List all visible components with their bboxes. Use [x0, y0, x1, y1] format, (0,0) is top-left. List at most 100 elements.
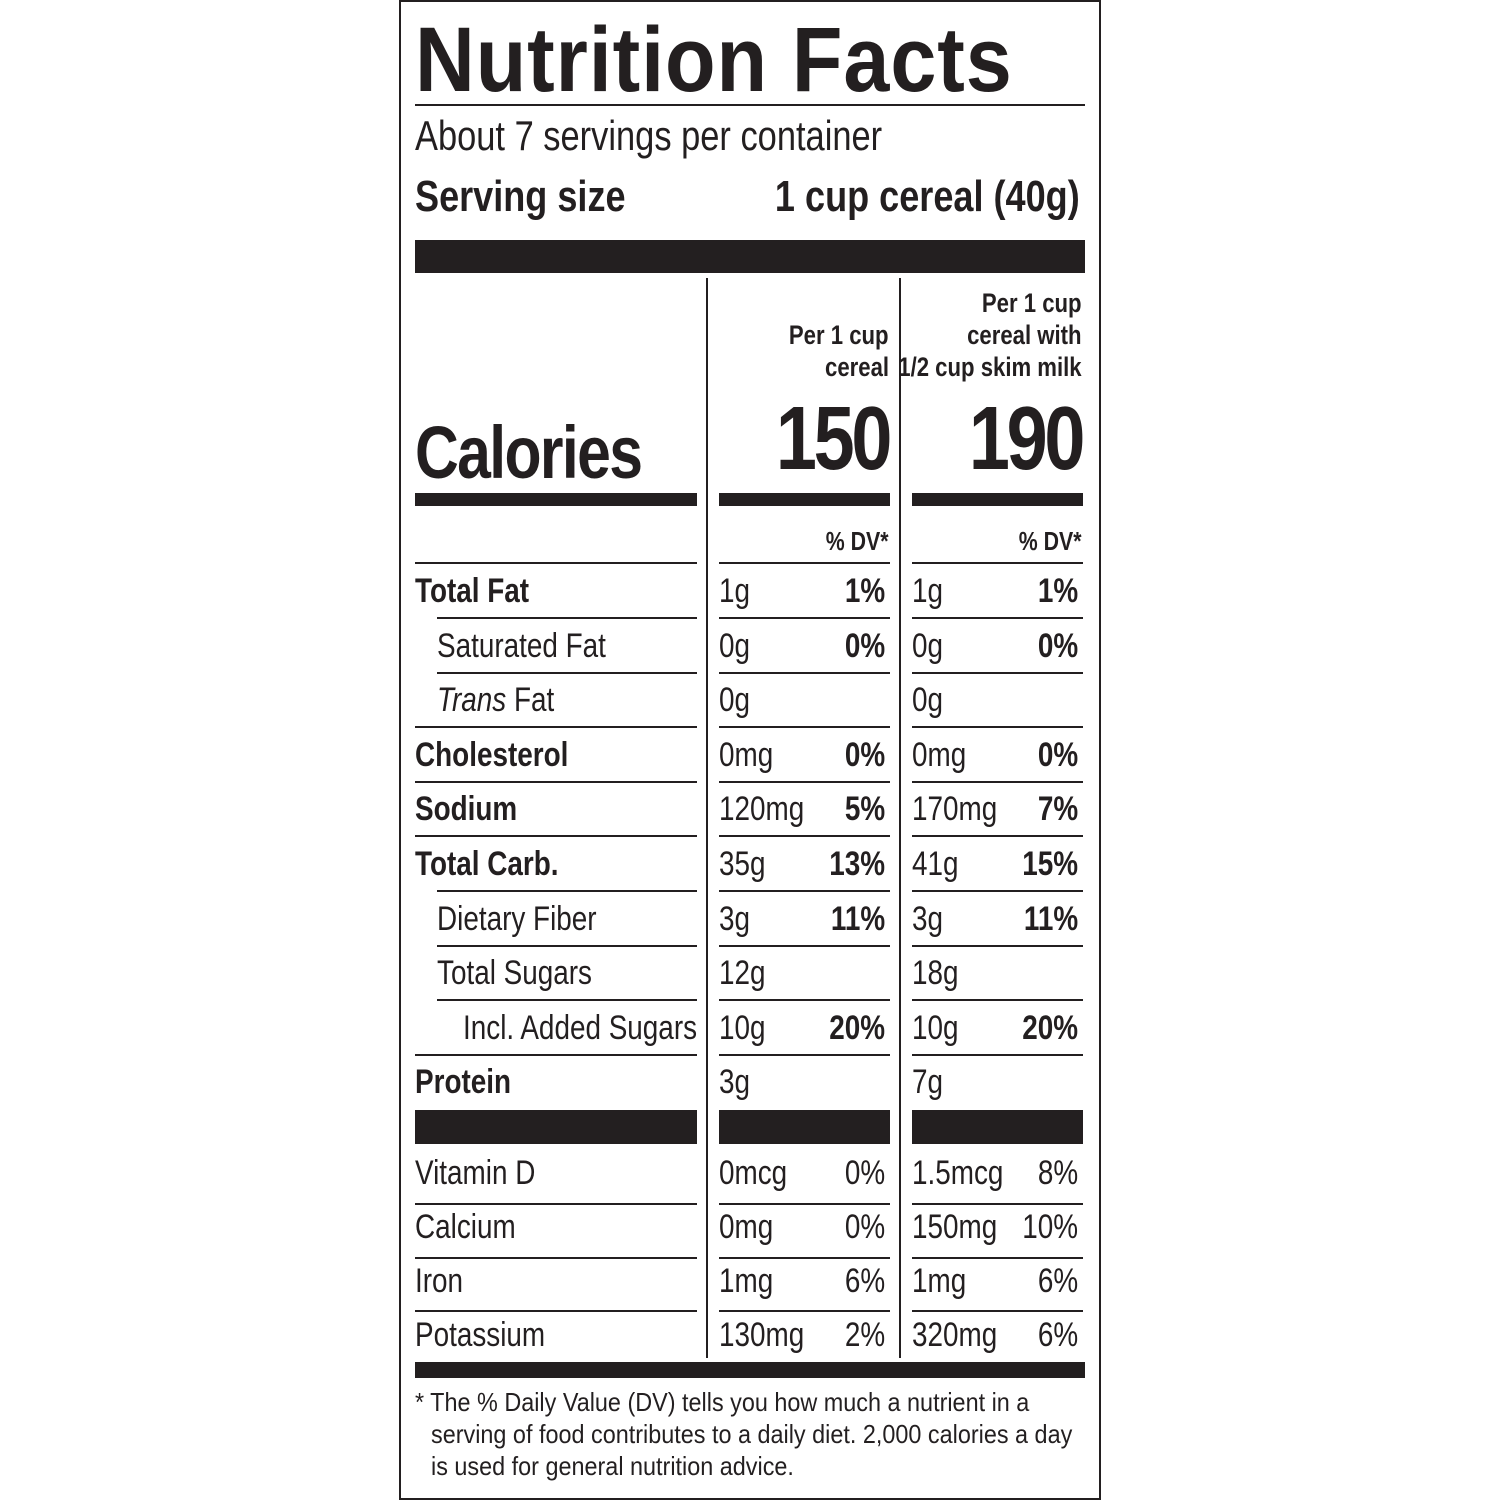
row-divider — [415, 1054, 697, 1056]
footnote: * The % Daily Value (DV) tells you how m… — [415, 1387, 1073, 1481]
dv-col-2: 15% — [1022, 845, 1078, 883]
amount-col-1: 10g — [719, 1008, 766, 1047]
nutrient-name: Potassium — [415, 1316, 546, 1354]
amount-col-2: 1g — [912, 572, 944, 610]
amount-col-1: 1g — [719, 572, 751, 610]
column-1-header: Per 1 cup cereal — [789, 320, 889, 382]
amount-col-1: 12g — [719, 954, 766, 993]
amount-col-1: 3g — [719, 1063, 751, 1102]
amount-col-1: 1mg — [719, 1262, 774, 1300]
row-divider — [437, 890, 697, 892]
amount-col-1: 0mcg — [719, 1154, 788, 1192]
row-divider — [912, 1203, 1083, 1205]
dv-col-2: 0% — [1037, 735, 1078, 774]
amount-col-2: 0mg — [912, 735, 967, 774]
nutrient-name: Calcium — [415, 1208, 516, 1246]
amount-col-1: 35g — [719, 845, 766, 883]
nutrient-name: Protein — [415, 1063, 512, 1102]
thick-divider — [719, 1110, 890, 1144]
thick-divider — [415, 1362, 1085, 1378]
amount-col-1: 0mg — [719, 735, 774, 774]
dv-col-2: 10% — [1022, 1208, 1078, 1246]
calories-value-1: 150 — [775, 389, 893, 489]
row-divider — [719, 835, 890, 837]
row-divider — [415, 835, 697, 837]
thick-divider — [415, 493, 697, 506]
row-divider — [719, 726, 890, 728]
amount-col-2: 170mg — [912, 790, 998, 829]
row-divider — [719, 781, 890, 783]
row-divider — [719, 672, 890, 674]
amount-col-1: 130mg — [719, 1316, 805, 1354]
dv-col-2: 6% — [1037, 1262, 1078, 1300]
row-divider — [912, 945, 1083, 947]
amount-col-1: 120mg — [719, 790, 805, 829]
row-divider — [415, 1310, 697, 1312]
dv-col-1: 0% — [844, 1154, 885, 1192]
row-divider — [719, 1256, 890, 1259]
thick-divider — [912, 493, 1083, 506]
amount-col-2: 1.5mcg — [912, 1154, 1004, 1192]
label-title: Nutrition Facts — [415, 9, 1013, 111]
nutrient-name: Total Fat — [415, 572, 530, 610]
nutrient-name: Cholesterol — [415, 735, 569, 774]
row-divider — [415, 562, 697, 564]
dv-col-1: 2% — [844, 1316, 885, 1354]
column-divider — [706, 278, 708, 1358]
row-divider — [719, 890, 890, 892]
amount-col-1: 0mg — [719, 1208, 774, 1246]
dv-col-1: 6% — [844, 1262, 885, 1300]
amount-col-1: 0g — [719, 681, 751, 720]
row-divider — [912, 726, 1083, 728]
row-divider — [912, 1054, 1083, 1056]
amount-col-2: 10g — [912, 1008, 959, 1047]
nutrient-name: Saturated Fat — [437, 626, 606, 665]
dv-col-1: 0% — [844, 735, 885, 774]
nutrient-name: Dietary Fiber — [437, 899, 597, 938]
dv-col-2: 1% — [1037, 572, 1078, 610]
amount-col-2: 0g — [912, 681, 944, 720]
row-divider — [912, 781, 1083, 783]
row-divider — [719, 945, 890, 947]
column-2-header: Per 1 cup cereal with 1/2 cup skim milk — [898, 288, 1082, 382]
amount-col-2: 1mg — [912, 1262, 967, 1300]
row-divider — [912, 999, 1083, 1001]
dv-header-2: % DV* — [1019, 526, 1082, 556]
divider — [415, 104, 1085, 106]
row-divider — [912, 835, 1083, 837]
row-divider — [719, 1054, 890, 1056]
amount-col-2: 320mg — [912, 1316, 998, 1354]
nutrient-name: Sodium — [415, 790, 518, 829]
nutrient-name: Incl. Added Sugars — [463, 1008, 698, 1047]
row-divider — [912, 1256, 1083, 1259]
amount-col-2: 41g — [912, 845, 959, 883]
dv-col-2: 20% — [1022, 1008, 1078, 1047]
row-divider — [437, 999, 697, 1001]
amount-col-1: 3g — [719, 899, 751, 938]
dv-col-2: 8% — [1037, 1154, 1078, 1192]
row-divider — [415, 1203, 697, 1205]
thick-divider — [719, 493, 890, 506]
column-divider — [899, 278, 901, 1358]
dv-col-1: 1% — [844, 572, 885, 610]
row-divider — [912, 617, 1083, 619]
row-divider — [437, 672, 697, 674]
row-divider — [719, 562, 890, 564]
thick-divider — [415, 240, 1085, 273]
nutrient-name: Total Carb. — [415, 845, 559, 883]
row-divider — [912, 890, 1083, 892]
nutrient-name: Iron — [415, 1262, 464, 1300]
dv-col-2: 7% — [1037, 790, 1078, 829]
nutrient-name: Vitamin D — [415, 1154, 536, 1192]
dv-col-1: 20% — [829, 1008, 885, 1047]
dv-col-1: 0% — [844, 626, 885, 665]
dv-col-1: 0% — [844, 1208, 885, 1246]
amount-col-2: 18g — [912, 954, 959, 993]
row-divider — [719, 1203, 890, 1205]
serving-size-label: Serving size — [415, 172, 626, 221]
amount-col-1: 0g — [719, 626, 751, 665]
dv-col-1: 5% — [844, 790, 885, 829]
amount-col-2: 150mg — [912, 1208, 998, 1246]
row-divider — [719, 617, 890, 619]
row-divider — [415, 1256, 697, 1259]
